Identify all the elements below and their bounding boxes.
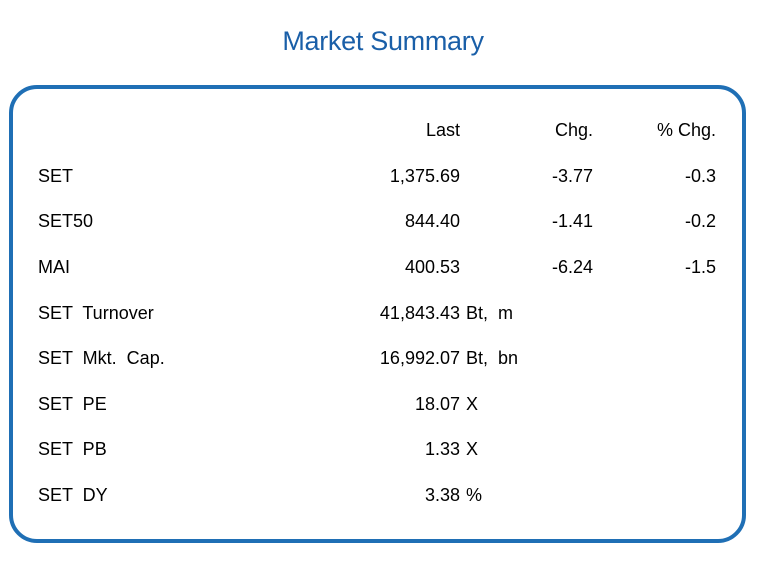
row-last: 844.40 xyxy=(404,211,460,231)
row-label: SET50 xyxy=(38,211,94,231)
row-last: 400.53 xyxy=(404,257,460,277)
row-unit: Bt, bn xyxy=(466,348,519,368)
row-last: 1,375.69 xyxy=(389,166,460,186)
header-chg: Chg. xyxy=(554,120,593,140)
row-value: 1.33 xyxy=(424,439,460,459)
row-pct-chg: -1.5 xyxy=(684,257,716,277)
row-unit: X xyxy=(466,394,479,414)
row-chg: -3.77 xyxy=(551,166,593,186)
market-summary-panel xyxy=(9,85,746,543)
row-value: 18.07 xyxy=(414,394,460,414)
row-unit: % xyxy=(466,485,483,505)
row-label: MAI xyxy=(38,257,71,277)
page-title: Market Summary xyxy=(282,26,484,56)
row-unit: X xyxy=(466,439,479,459)
row-chg: -1.41 xyxy=(551,211,593,231)
row-label: SET PE xyxy=(38,394,107,414)
row-value: 3.38 xyxy=(424,485,460,505)
header-pct-chg: % Chg. xyxy=(656,120,716,140)
row-chg: -6.24 xyxy=(551,257,593,277)
row-label: SET Mkt. Cap. xyxy=(38,348,165,368)
row-unit: Bt, m xyxy=(466,303,514,323)
row-pct-chg: -0.3 xyxy=(684,166,716,186)
header-last: Last xyxy=(425,120,460,140)
row-label: SET Turnover xyxy=(38,303,154,323)
row-value: 41,843.43 xyxy=(379,303,460,323)
row-label: SET xyxy=(38,166,74,186)
row-value: 16,992.07 xyxy=(379,348,460,368)
row-pct-chg: -0.2 xyxy=(684,211,716,231)
row-label: SET PB xyxy=(38,439,107,459)
row-label: SET DY xyxy=(38,485,108,505)
